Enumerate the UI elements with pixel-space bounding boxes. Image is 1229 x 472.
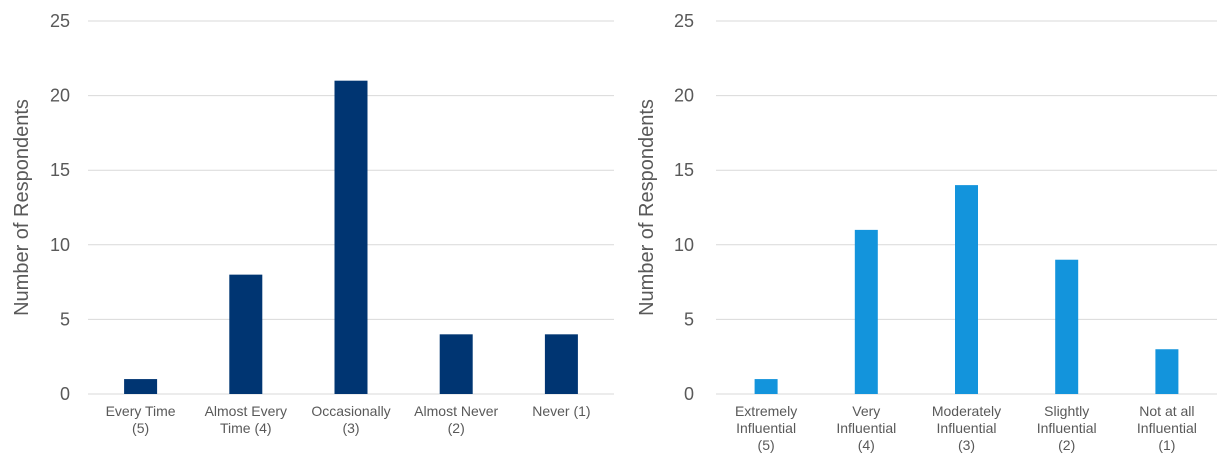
x-category-label: Slightly Influential (2) [1037, 403, 1097, 453]
bar [955, 185, 978, 394]
y-tick-label: 15 [50, 160, 70, 180]
x-category-label: Very Influential (4) [836, 403, 896, 453]
x-category-label: Never (1) [532, 403, 590, 419]
x-category-label: Every Time (5) [106, 403, 176, 436]
bar [1155, 349, 1179, 394]
y-tick-label: 10 [674, 235, 694, 255]
y-tick-label: 25 [50, 11, 70, 31]
y-tick-label: 5 [60, 309, 70, 329]
x-category-label: Occasionally (3) [311, 403, 390, 436]
bar [124, 379, 158, 394]
y-tick-label: 10 [50, 235, 70, 255]
y-tick-label: 25 [674, 11, 694, 31]
x-category-label: Not at all Influential (1) [1137, 403, 1197, 453]
x-category-label: Moderately Influential (3) [932, 403, 1001, 453]
y-tick-label: 0 [60, 384, 70, 404]
bar [854, 229, 878, 394]
y-axis-title: Number of Respondents [636, 99, 658, 316]
x-category-label: Almost Never (2) [414, 403, 498, 436]
y-axis-title: Number of Respondents [11, 99, 33, 316]
y-tick-label: 20 [50, 86, 70, 106]
y-tick-label: 5 [684, 309, 694, 329]
bar [1055, 259, 1079, 394]
x-category-label: Almost Every Time (4) [205, 403, 287, 436]
chart-2: 0 5 10 15 20 25 Number of Respondents Extremely… [636, 11, 1217, 453]
bar [544, 334, 578, 394]
chart-1: 0 5 10 15 20 25 Number of Respondents Every Tim… [11, 11, 614, 436]
bar [229, 274, 263, 394]
x-category-label: Extremely Influential (5) [735, 403, 797, 453]
y-tick-label: 20 [674, 86, 694, 106]
bar [334, 80, 368, 395]
bar [754, 379, 778, 394]
bar [439, 334, 473, 394]
y-tick-label: 0 [684, 384, 694, 404]
y-tick-label: 15 [674, 160, 694, 180]
